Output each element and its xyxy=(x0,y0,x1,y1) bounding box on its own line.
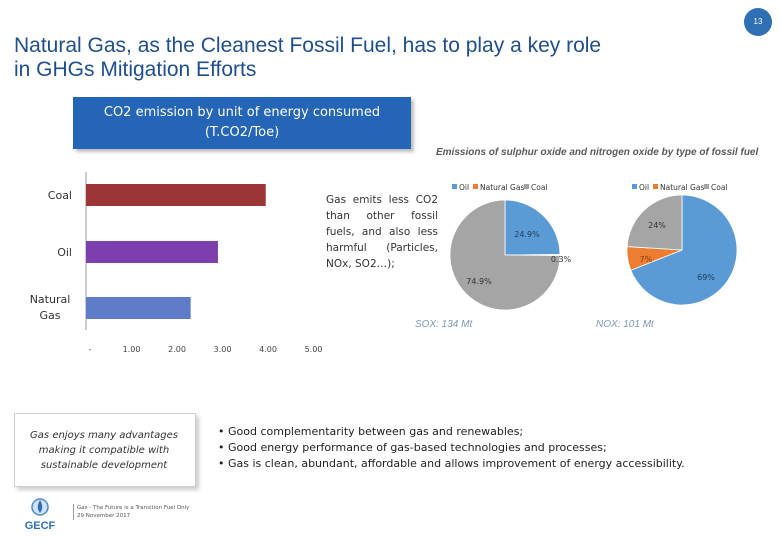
bar-x-tick-label: 4.00 xyxy=(259,345,277,354)
footer: Gas - The Future is a Transition Fuel On… xyxy=(73,504,189,520)
pie2-slice-oil xyxy=(630,194,738,306)
pie2-legend-label: Natural Gas xyxy=(660,183,704,192)
footer-line-1: Gas - The Future is a Transition Fuel On… xyxy=(77,505,190,511)
footer-line-2: 29 November 2017 xyxy=(77,513,131,519)
advantages-text: Gas enjoys many advantages making it com… xyxy=(30,430,178,471)
pie2-data-label: 24% xyxy=(648,221,666,230)
bar-natural-gas xyxy=(86,297,191,319)
pie2-data-label: 69% xyxy=(697,273,715,282)
bar-oil xyxy=(86,241,218,263)
pie1-data-label: 0.3% xyxy=(551,255,572,264)
co2-chart-title-banner: CO2 emission by unit of energy consumed … xyxy=(73,97,411,149)
pie1-caption: SOX: 134 Mt xyxy=(415,319,473,330)
pie1-slice-oil xyxy=(504,199,561,256)
bar-x-tick-label: 5.00 xyxy=(305,345,323,354)
bar-x-tick-label: - xyxy=(89,345,92,354)
bullet-list: • Good complementarity between gas and r… xyxy=(218,424,758,472)
co2-banner-line-1: CO2 emission by unit of energy consumed xyxy=(103,105,381,120)
pie1-legend-label: Oil xyxy=(459,183,469,192)
bar-x-tick-label: 2.00 xyxy=(168,345,186,354)
pie1-legend-swatch xyxy=(473,184,478,189)
slide-title: Natural Gas, as the Cleanest Fossil Fuel… xyxy=(14,34,734,82)
bar-category-label: Oil xyxy=(57,246,72,259)
pie2-slice-coal xyxy=(626,194,683,251)
bar-category-label: Natural xyxy=(30,293,71,306)
pie-charts-title: Emissions of sulphur oxide and nitrogen … xyxy=(436,147,759,158)
bullet-item: • Good energy performance of gas-based t… xyxy=(218,441,607,454)
bar-x-tick-label: 3.00 xyxy=(214,345,232,354)
pie1-legend-label: Natural Gas xyxy=(480,183,524,192)
pie1-legend-label: Coal xyxy=(531,183,548,192)
pie2-data-label: 7% xyxy=(640,255,653,264)
gecf-logo-text: GECF xyxy=(25,520,56,532)
bar-coal xyxy=(86,184,266,206)
page-number-badge: 13 xyxy=(744,8,772,36)
pie2-legend-swatch xyxy=(653,184,658,189)
pie1-legend-swatch xyxy=(452,184,457,189)
pie1-data-label: 24.9% xyxy=(514,230,540,239)
advantages-box xyxy=(14,413,196,487)
bar-x-tick-label: 1.00 xyxy=(123,345,141,354)
bullet-item: • Good complementarity between gas and r… xyxy=(218,425,524,438)
slide-title-line-1: Natural Gas, as the Cleanest Fossil Fuel… xyxy=(14,34,602,57)
pie2-legend-swatch xyxy=(632,184,637,189)
pie1-legend-swatch xyxy=(524,184,529,189)
co2-note-text: Gas emits less CO2 than other fossil fue… xyxy=(326,194,438,270)
bar-category-label: Coal xyxy=(48,189,72,202)
pie2-legend-label: Coal xyxy=(711,183,728,192)
pie1-data-label: 74.9% xyxy=(466,277,492,286)
pie2-legend-swatch xyxy=(704,184,709,189)
bar-category-label: Gas xyxy=(40,309,61,322)
pie2-legend-label: Oil xyxy=(639,183,649,192)
bullet-item: • Gas is clean, abundant, affordable and… xyxy=(218,457,685,470)
pie1-slice-coal xyxy=(449,199,561,311)
pie2-caption: NOX: 101 Mt xyxy=(596,319,655,330)
co2-banner-line-2: (T.CO2/Toe) xyxy=(204,125,280,140)
slide-title-line-2: in GHGs Mitigation Efforts xyxy=(14,58,257,81)
gecf-logo: GECF xyxy=(25,498,56,532)
